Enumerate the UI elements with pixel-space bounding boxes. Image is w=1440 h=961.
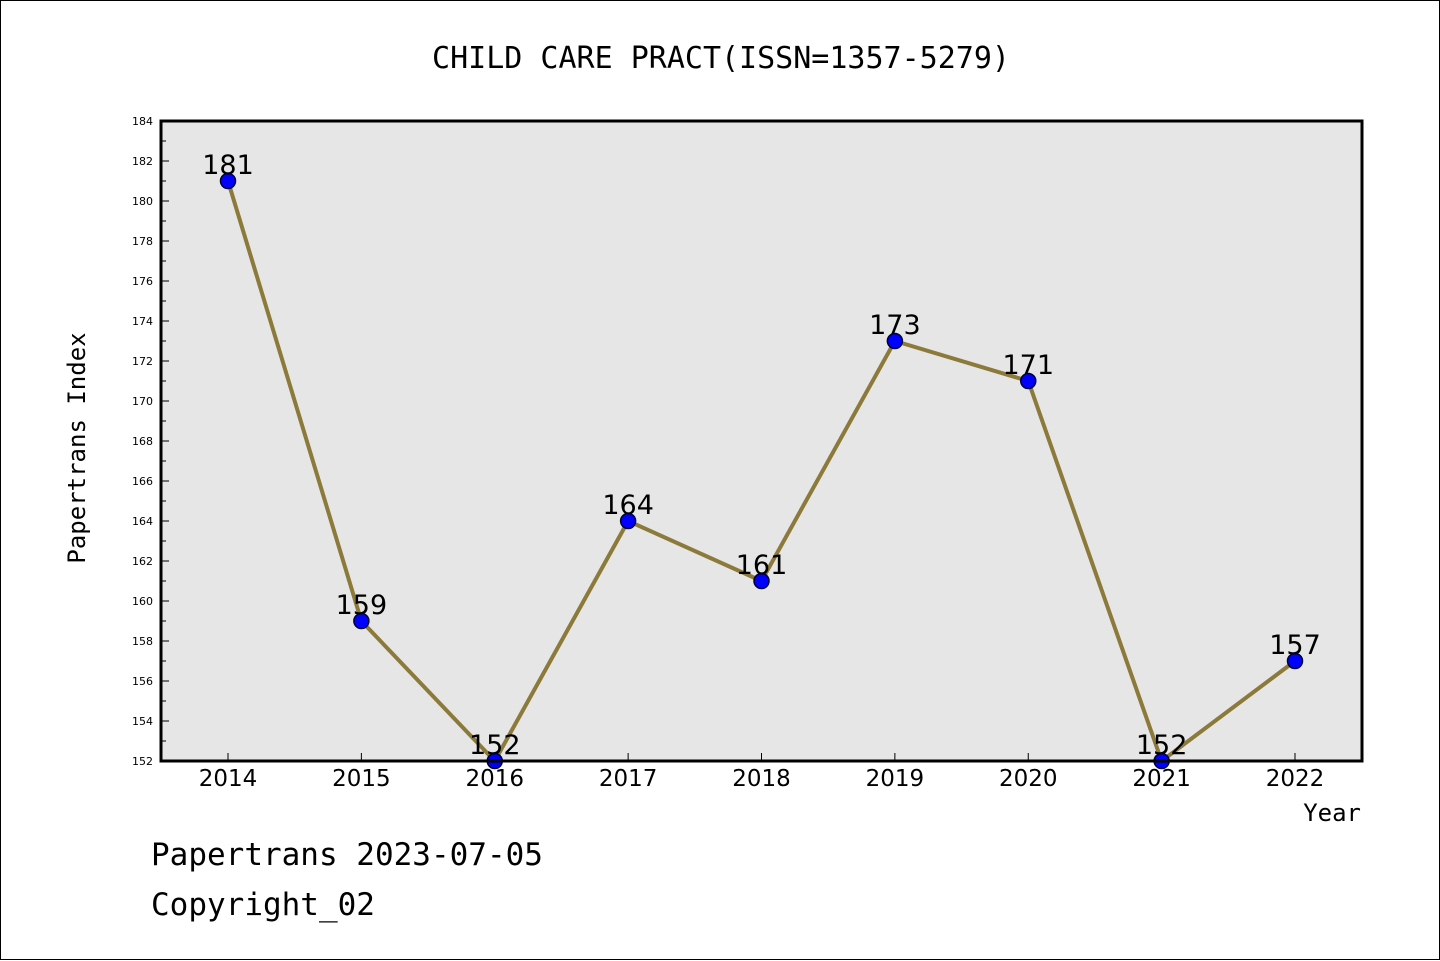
y-tick-label: 184 (132, 115, 153, 128)
x-tick-label: 2015 (332, 766, 391, 792)
x-tick-label: 2022 (1266, 766, 1325, 792)
y-tick-label: 166 (132, 475, 153, 488)
data-point-label: 181 (202, 150, 254, 181)
y-tick-label: 164 (132, 515, 153, 528)
data-point-marker (886, 332, 904, 350)
y-tick-label: 170 (132, 395, 153, 408)
y-tick-label: 176 (132, 275, 153, 288)
y-tick-label: 168 (132, 435, 153, 448)
x-tick-label: 2018 (732, 766, 791, 792)
y-tick-label: 182 (132, 155, 153, 168)
y-tick-label: 156 (132, 675, 153, 688)
y-tick-label: 178 (132, 235, 153, 248)
data-point-label: 152 (1136, 730, 1188, 761)
footer-date: Papertrans 2023-07-05 (151, 837, 543, 873)
plot-frame (159, 119, 1364, 763)
y-tick-label: 174 (132, 315, 153, 328)
footer-copyright: Copyright_02 (151, 887, 375, 923)
data-point-label: 152 (469, 730, 521, 761)
chart-title: CHILD CARE PRACT(ISSN=1357-5279) (432, 41, 1010, 76)
data-point-label: 159 (336, 590, 388, 621)
y-axis-ticks: 152 154 156 158 160 162 164 166 168 170 172 174 176 1… (132, 115, 169, 768)
y-tick-label: 158 (132, 635, 153, 648)
data-point-label: 171 (1002, 350, 1054, 381)
x-tick-label: 2016 (465, 766, 524, 792)
y-tick-label: 180 (132, 195, 153, 208)
data-labels: 181 159 152 164 161 173 171 152 157 (202, 150, 1321, 761)
x-tick-label: 2014 (199, 766, 258, 792)
x-tick-label: 2021 (1132, 766, 1191, 792)
data-point-label: 157 (1269, 630, 1321, 661)
x-axis-ticks: 2014 2015 2016 2017 2018 2019 2020 2021 2022 (199, 753, 1325, 792)
y-axis-label: Papertrans Index (63, 332, 91, 563)
data-point-marker (353, 612, 370, 630)
data-point-marker (619, 512, 637, 530)
x-tick-label: 2017 (599, 766, 658, 792)
data-point-marker (1020, 372, 1037, 390)
y-tick-label: 160 (132, 595, 153, 608)
y-tick-label: 172 (132, 355, 153, 368)
data-point-marker (753, 572, 770, 590)
y-tick-label: 162 (132, 555, 153, 568)
plot-area (161, 121, 1362, 761)
data-point-label: 173 (869, 310, 921, 341)
x-tick-label: 2019 (866, 766, 925, 792)
x-tick-label: 2020 (999, 766, 1058, 792)
data-point-label: 164 (602, 490, 654, 521)
data-point-marker (1286, 652, 1304, 670)
y-tick-label: 154 (132, 715, 153, 728)
data-point-marker (219, 172, 237, 190)
data-point-label: 161 (736, 550, 788, 581)
y-tick-label: 152 (132, 755, 153, 768)
x-axis-label: Year (1303, 799, 1361, 827)
